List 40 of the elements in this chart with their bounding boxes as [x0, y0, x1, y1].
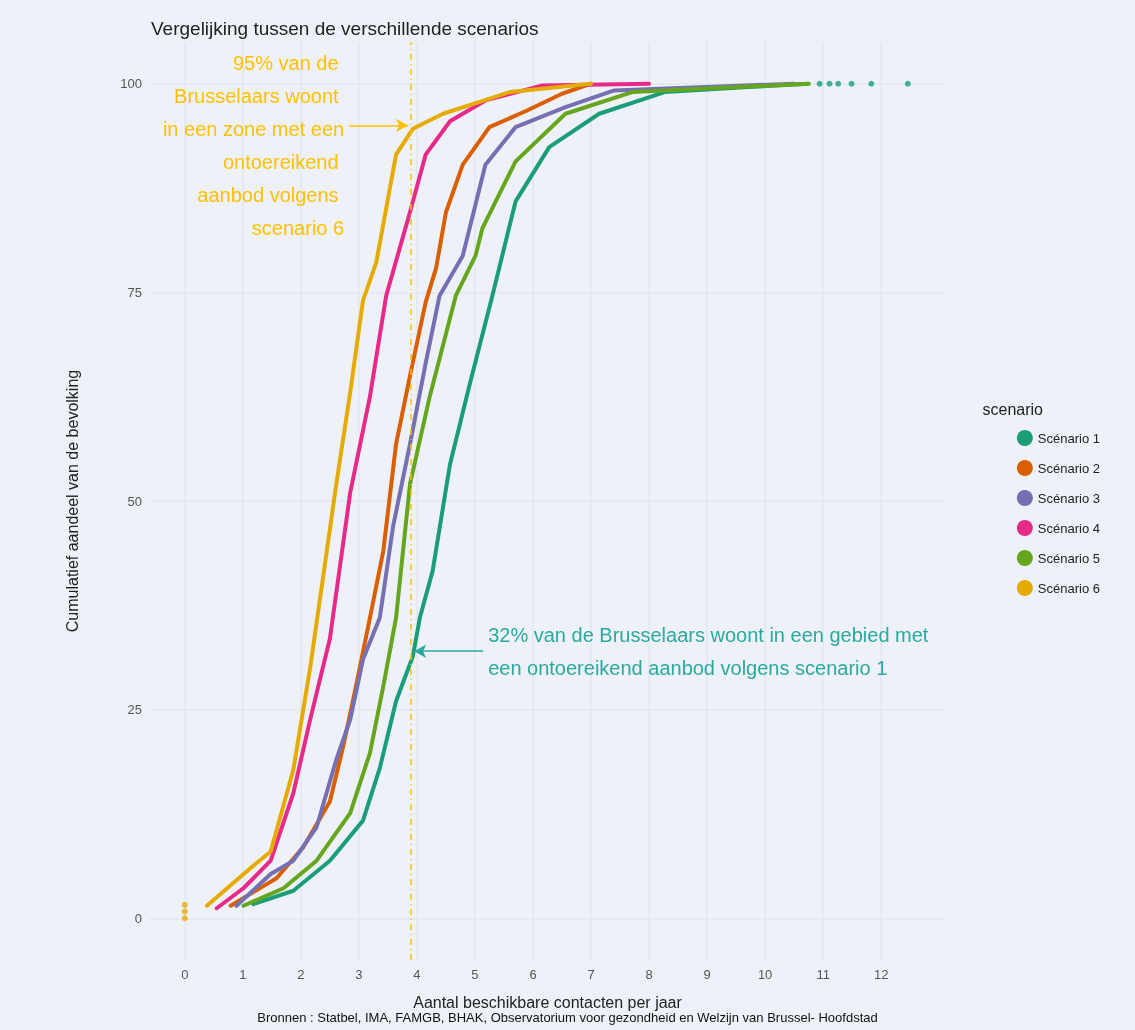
x-tick-label: 7 — [587, 967, 595, 982]
point — [181, 908, 188, 915]
chart-title: Vergelijking tussen de verschillende scenarios — [151, 18, 539, 39]
legend-label: Scénario 3 — [1037, 490, 1101, 506]
x-tick-label: 2 — [297, 967, 305, 982]
y-tick-label: 25 — [127, 702, 142, 718]
x-tick-label: 4 — [413, 967, 421, 982]
point — [181, 915, 188, 922]
x-tick-label: 12 — [873, 967, 889, 982]
x-tick-label: 11 — [816, 967, 830, 982]
legend-label: Scénario 5 — [1037, 550, 1101, 566]
x-axis-title: Aantal beschikbare contacten per jaar — [413, 993, 683, 1011]
legend-label: Scénario 4 — [1037, 520, 1101, 536]
annotation: 95% van de Brusselaars woont in een zone met een ontoereikend aanbod volgens scenario 6 — [162, 51, 345, 239]
point — [904, 80, 911, 87]
x-tick-label: 8 — [645, 967, 653, 982]
text: Bronnen : Statbel, IMA, FAMGB, BHAK, Observatorium voor gezondheid en Welzijn van Brussel- Hoofdstad — [257, 1010, 878, 1025]
x-tick-label: 1 — [239, 967, 247, 982]
x-tick-label: 0 — [181, 967, 189, 982]
legend-label: Scénario 6 — [1037, 580, 1101, 596]
point — [848, 80, 855, 87]
x-tick-label: 6 — [529, 967, 537, 982]
point — [835, 80, 842, 87]
y-tick-label: 100 — [120, 76, 142, 92]
annotation: 32% van de Brusselaars woont in een gebied met een ontoereikend aanbod volgens scenario 1 — [488, 623, 934, 679]
x-tick-label: 5 — [471, 967, 479, 982]
legend-label: Scénario 1 — [1037, 430, 1101, 446]
legend-title: scenario — [982, 400, 1044, 418]
x-tick-label: 9 — [703, 967, 711, 982]
y-tick-label: 75 — [127, 284, 142, 300]
point — [816, 80, 823, 87]
point — [868, 80, 875, 87]
y-tick-label: 0 — [134, 910, 142, 926]
y-axis-title: Cumulatief aandeel van de bevolking — [63, 369, 81, 633]
point — [181, 901, 188, 908]
x-tick-label: 10 — [757, 967, 773, 982]
x-tick-label: 3 — [355, 967, 363, 982]
point — [826, 80, 833, 87]
legend-label: Scénario 2 — [1037, 460, 1101, 476]
y-tick-label: 50 — [127, 493, 142, 509]
